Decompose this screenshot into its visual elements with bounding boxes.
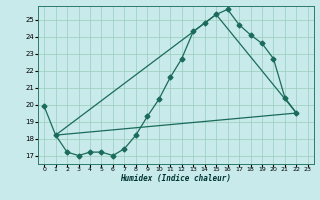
X-axis label: Humidex (Indice chaleur): Humidex (Indice chaleur) bbox=[121, 174, 231, 183]
